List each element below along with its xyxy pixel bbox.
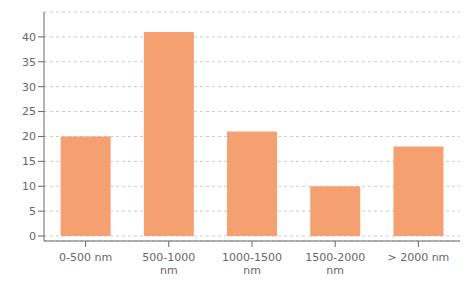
svg-text:5: 5 xyxy=(29,205,36,218)
svg-text:> 2000 nm: > 2000 nm xyxy=(387,251,449,264)
svg-text:1500-2000nm: 1500-2000nm xyxy=(305,251,365,277)
svg-text:10: 10 xyxy=(22,180,36,193)
svg-text:1000-1500nm: 1000-1500nm xyxy=(222,251,282,277)
svg-text:500-1000nm: 500-1000nm xyxy=(142,251,195,277)
svg-text:25: 25 xyxy=(22,105,36,118)
svg-text:20: 20 xyxy=(22,130,36,143)
svg-text:40: 40 xyxy=(22,31,36,44)
svg-text:15: 15 xyxy=(22,155,36,168)
svg-text:30: 30 xyxy=(22,81,36,94)
svg-text:0: 0 xyxy=(29,230,36,243)
svg-text:35: 35 xyxy=(22,56,36,69)
svg-text:0-500 nm: 0-500 nm xyxy=(59,251,112,264)
